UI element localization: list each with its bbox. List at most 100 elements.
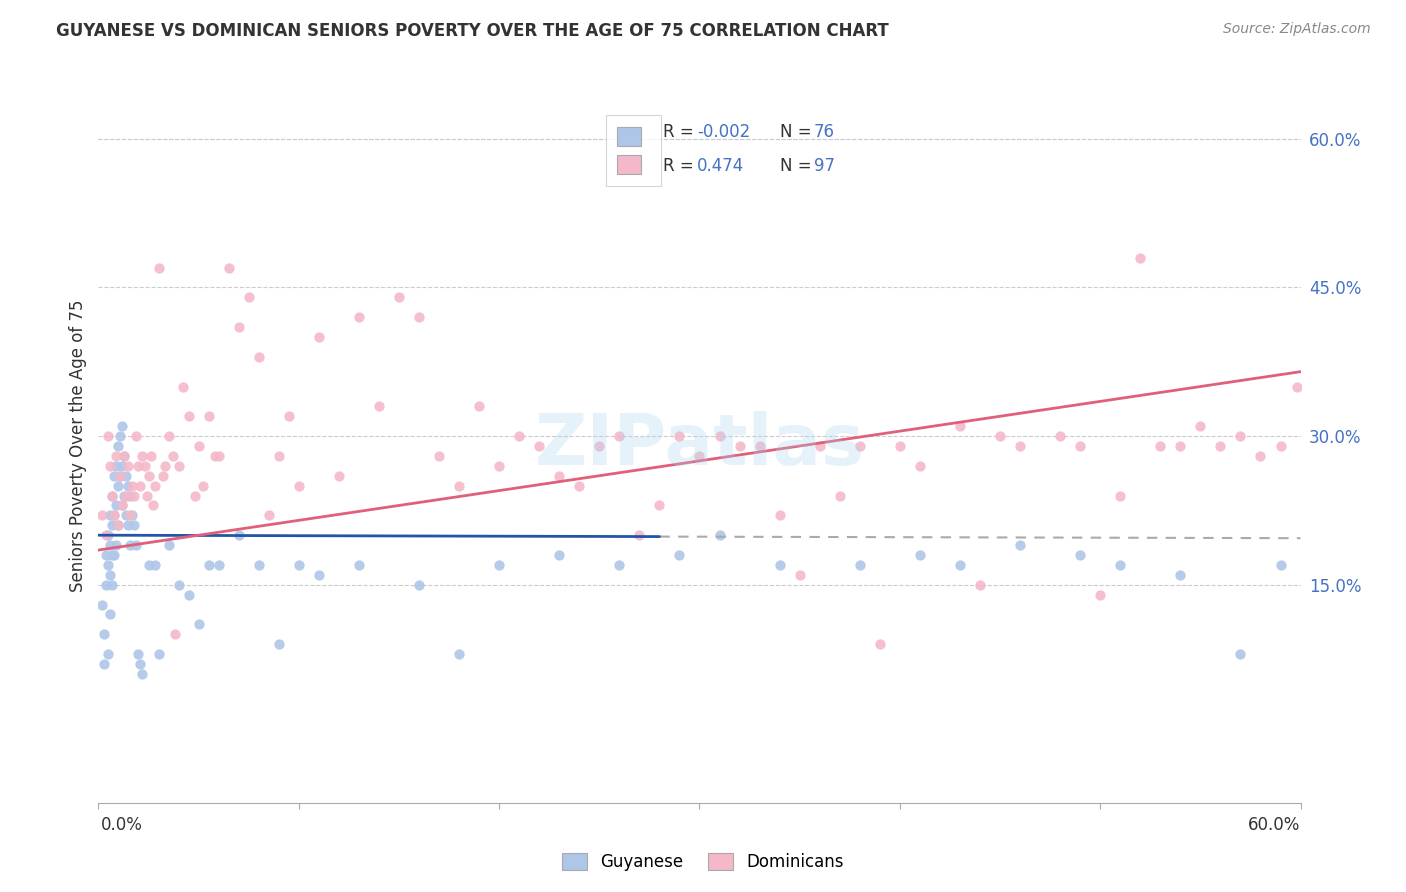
Point (447, 647, 470, 661)
Point (1189, 419, 1212, 434)
Point (1270, 439, 1292, 453)
Point (101, 489, 124, 503)
Text: 60.0%: 60.0% (1249, 816, 1301, 834)
Point (114, 489, 136, 503)
Point (107, 518, 129, 533)
Point (609, 429, 631, 443)
Point (347, 310, 370, 325)
Point (117, 518, 139, 533)
Text: 0.474: 0.474 (697, 157, 744, 175)
Point (107, 478, 129, 492)
Point (111, 419, 134, 434)
Point (427, 449, 450, 463)
Point (139, 449, 162, 463)
Point (105, 499, 128, 513)
Point (96, 528, 118, 542)
Point (308, 567, 330, 582)
Point (447, 478, 470, 492)
Point (143, 478, 166, 492)
Point (96, 578, 118, 592)
Text: GUYANESE VS DOMINICAN SENIORS POVERTY OVER THE AGE OF 75 CORRELATION CHART: GUYANESE VS DOMINICAN SENIORS POVERTY OV… (56, 22, 889, 40)
Point (1270, 558, 1292, 572)
Point (107, 439, 129, 453)
Point (163, 627, 186, 641)
Point (568, 478, 591, 492)
Point (197, 409, 219, 424)
Point (308, 330, 330, 344)
Point (548, 548, 571, 562)
Point (100, 607, 122, 622)
Point (100, 567, 122, 582)
Point (167, 578, 190, 592)
Point (183, 489, 205, 503)
Point (849, 558, 872, 572)
Point (1209, 439, 1232, 453)
Point (908, 548, 931, 562)
Point (969, 578, 991, 592)
Point (111, 499, 134, 513)
Point (368, 400, 391, 414)
Point (100, 458, 122, 473)
Point (129, 478, 152, 492)
Point (709, 528, 731, 542)
Text: Source: ZipAtlas.com: Source: ZipAtlas.com (1223, 22, 1371, 37)
Point (328, 468, 350, 483)
Point (709, 429, 731, 443)
Point (267, 449, 290, 463)
Point (1229, 429, 1251, 443)
Point (238, 290, 260, 304)
Point (91, 598, 114, 612)
Point (135, 489, 157, 503)
Point (529, 439, 551, 453)
Point (187, 439, 209, 453)
Point (103, 508, 125, 523)
Point (588, 439, 610, 453)
Point (408, 578, 430, 592)
Point (468, 400, 491, 414)
Point (103, 548, 125, 562)
Point (177, 409, 200, 424)
Point (1285, 379, 1308, 393)
Point (849, 439, 872, 453)
Point (153, 458, 176, 473)
Point (172, 379, 194, 393)
Point (101, 489, 124, 503)
Point (101, 518, 124, 533)
Text: N =: N = (780, 123, 817, 141)
Point (218, 260, 240, 275)
Point (1170, 567, 1192, 582)
Point (162, 449, 184, 463)
Point (100, 508, 122, 523)
Text: 0.0%: 0.0% (101, 816, 143, 834)
Point (828, 489, 851, 503)
Point (131, 449, 153, 463)
Point (347, 558, 370, 572)
Point (100, 538, 122, 552)
Point (121, 508, 143, 523)
Point (668, 429, 690, 443)
Point (125, 429, 148, 443)
Point (1069, 548, 1091, 562)
Legend: Guyanese, Dominicans: Guyanese, Dominicans (554, 845, 852, 880)
Point (114, 449, 136, 463)
Point (769, 558, 792, 572)
Point (288, 478, 311, 492)
Point (1010, 538, 1032, 552)
Point (125, 538, 148, 552)
Point (267, 637, 290, 651)
Point (208, 558, 231, 572)
Point (97, 647, 120, 661)
Point (134, 458, 156, 473)
Point (1109, 489, 1132, 503)
Point (115, 508, 138, 523)
Point (1109, 558, 1132, 572)
Point (120, 489, 142, 503)
Point (128, 458, 150, 473)
Point (808, 439, 831, 453)
Point (120, 508, 142, 523)
Point (117, 458, 139, 473)
Point (91, 508, 114, 523)
Point (115, 489, 138, 503)
Point (107, 518, 129, 533)
Point (1088, 588, 1111, 602)
